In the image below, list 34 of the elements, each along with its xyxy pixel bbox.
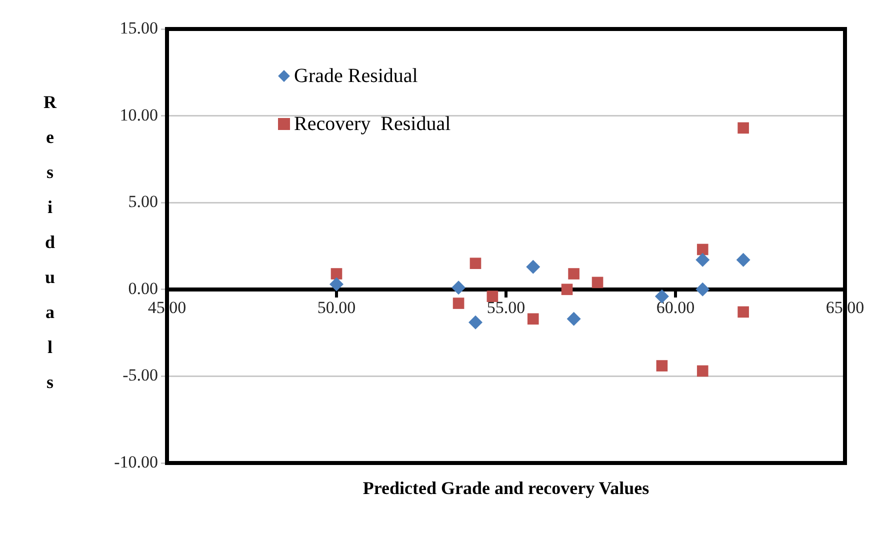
point [470,258,482,270]
legend-label: Grade Residual [294,64,418,88]
point [566,312,581,326]
point [486,290,498,302]
y-tick-label: -10.00 [114,452,158,472]
y-tick-label: 5.00 [128,192,158,212]
y-tick-label: 10.00 [120,105,158,124]
point [526,260,540,274]
point [468,315,482,330]
x-tick-label: 55.00 [486,298,526,318]
point [452,280,466,295]
point [738,306,749,318]
point [330,268,342,280]
point [452,298,464,309]
point [738,122,749,134]
point [561,284,573,296]
y-tick-label: -5.00 [122,366,158,385]
point [656,360,668,372]
point [696,365,708,377]
point [568,268,580,280]
point [696,252,710,267]
point [330,277,344,292]
x-tick-label: 60.00 [656,298,695,318]
text: Residuals [44,92,56,392]
x-tick-label: 50.00 [317,298,356,318]
y-tick-label: 0.00 [128,278,158,298]
x-axis-title: Predicted Grade and recovery Values [362,478,650,499]
legend-label: Recovery Residual [294,112,451,136]
point [696,244,708,256]
point [736,252,750,267]
y-tick-label: 15.00 [120,18,158,38]
point [592,276,604,288]
point [696,282,710,296]
point [527,313,539,325]
